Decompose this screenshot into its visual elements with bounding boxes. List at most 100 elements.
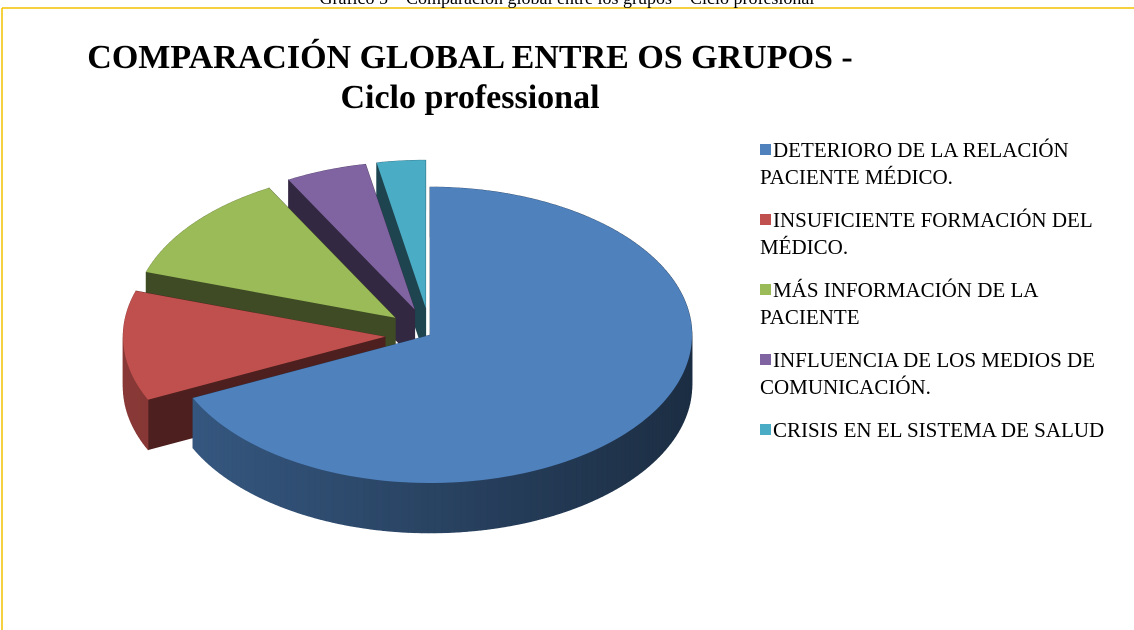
- slice-side: [523, 471, 531, 524]
- slice-side: [441, 482, 449, 534]
- slice-side: [223, 425, 229, 480]
- legend-label: DETERIORO DE LA RELACIÓN PACIENTE MÉDICO.: [760, 138, 1069, 189]
- slice-side: [530, 469, 537, 523]
- slice-side: [649, 412, 654, 467]
- slice-side: [447, 482, 455, 533]
- slice-side: [637, 421, 643, 476]
- slice-side: [291, 460, 298, 514]
- slice-side: [659, 402, 663, 458]
- slice-side: [332, 471, 339, 525]
- legend-swatch: [760, 424, 771, 435]
- slice-side: [536, 468, 543, 521]
- slice-side: [198, 403, 203, 459]
- slice-side: [145, 395, 149, 451]
- legend-line: MÉDICO.: [760, 235, 848, 259]
- slice-side: [542, 466, 549, 520]
- slice-side: [275, 454, 282, 508]
- legend-line: CRISIS EN EL SISTEMA DE SALUD: [773, 418, 1104, 442]
- caption: Gráfico 5 – Comparación global entre los…: [320, 0, 815, 8]
- slice-side: [652, 408, 657, 464]
- slice-side: [326, 470, 333, 523]
- slice-side: [675, 381, 679, 438]
- slice-side: [382, 480, 390, 532]
- slice-top: [288, 164, 415, 310]
- slice-side: [208, 413, 213, 468]
- legend-swatch: [760, 284, 771, 295]
- slice-side: [135, 381, 139, 438]
- slice-side: [285, 458, 292, 512]
- slice-side: [625, 430, 631, 485]
- legend-line: INFLUENCIA DE LOS MEDIOS DE: [773, 348, 1095, 372]
- legend-swatch: [760, 354, 771, 365]
- slice-side: [204, 410, 209, 465]
- legend-swatch: [760, 214, 771, 225]
- slice-side: [231, 431, 237, 486]
- slice-side: [586, 450, 593, 504]
- slice-side: [314, 467, 321, 520]
- slice-side: [259, 447, 266, 501]
- legend-line: DETERIORO DE LA RELACIÓN: [773, 138, 1069, 162]
- slice-side: [505, 475, 513, 528]
- slice-side: [645, 415, 650, 470]
- legend-label: INSUFICIENTE FORMACIÓN DEL MÉDICO.: [760, 208, 1093, 259]
- slice-top: [123, 290, 386, 400]
- slice-side: [245, 439, 251, 494]
- slice-side: [454, 481, 462, 533]
- slice-side: [629, 427, 635, 482]
- slice-side: [486, 478, 494, 530]
- slice-side: [492, 477, 500, 529]
- slice-side: [320, 469, 327, 522]
- slice-side: [211, 416, 217, 471]
- slice-side: [280, 456, 287, 510]
- slice-side: [195, 400, 200, 456]
- slice-top: [376, 160, 426, 309]
- slice-side: [499, 476, 507, 529]
- slice-top: [192, 187, 692, 483]
- slice-side: [192, 397, 197, 453]
- slice-side: [227, 428, 233, 483]
- slice-side: [401, 481, 409, 533]
- slice-side: [602, 443, 608, 497]
- legend-line: MÁS INFORMACIÓN DE LA: [773, 278, 1039, 302]
- legend-line: INSUFICIENTE FORMACIÓN DEL: [773, 208, 1093, 232]
- slice-side: [269, 451, 276, 505]
- slice-side: [559, 461, 566, 514]
- slice-side: [249, 442, 256, 496]
- slice-side: [597, 445, 603, 500]
- slice-side: [565, 459, 572, 513]
- slice-side: [467, 480, 475, 532]
- slice-side: [264, 449, 271, 503]
- slice-side: [434, 482, 442, 534]
- slice-side: [641, 418, 647, 473]
- slice-side: [236, 434, 242, 488]
- slice-side: [656, 405, 660, 461]
- slice-side: [240, 436, 246, 491]
- chart-title: Ciclo professional: [340, 79, 599, 116]
- slice-side: [570, 457, 577, 511]
- legend-line: COMUNICACIÓN.: [760, 375, 931, 399]
- slice-side: [677, 378, 681, 434]
- slice-side: [547, 464, 555, 518]
- slice-side: [611, 438, 617, 492]
- slice-side: [668, 392, 672, 448]
- slice-side: [363, 477, 371, 530]
- slice-side: [296, 462, 304, 515]
- slice-side: [138, 385, 141, 441]
- slice-side: [665, 395, 669, 451]
- slice-side: [408, 482, 416, 534]
- slice-side: [511, 474, 519, 526]
- slice-side: [308, 465, 315, 519]
- slice-side: [254, 444, 261, 499]
- slice-side: [142, 392, 146, 448]
- slice-side: [581, 452, 588, 507]
- slice-side: [553, 463, 561, 516]
- slice-side: [140, 388, 144, 445]
- slice-top: [146, 188, 396, 318]
- legend-line: PACIENTE MÉDICO.: [760, 165, 953, 189]
- slice-side: [375, 479, 384, 531]
- slice-side: [414, 482, 423, 534]
- slice-side: [517, 472, 525, 525]
- slice-side: [576, 455, 583, 509]
- slice-side: [620, 432, 626, 487]
